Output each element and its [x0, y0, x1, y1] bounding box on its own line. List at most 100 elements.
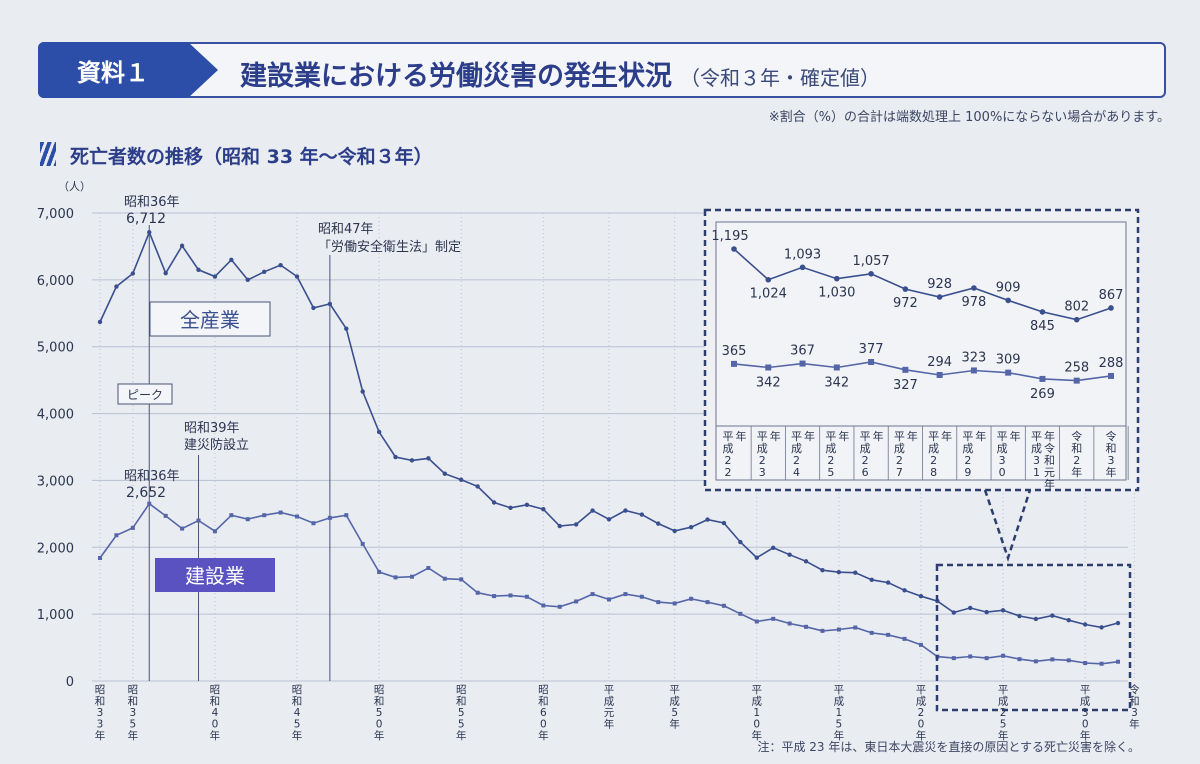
x-tick-text: 平成 1 0 年: [752, 684, 763, 742]
inset-const-point: [765, 364, 772, 371]
page-title: 建設業における労働災害の発生状況 （令和３年・確定値）: [240, 54, 880, 93]
annotation-1964-year: 昭和39年: [184, 421, 240, 436]
inset-x-label: 平成 2 7年: [894, 429, 918, 479]
series-construction-point: [212, 529, 217, 534]
x-tick-label: 平成 3 0 年: [1080, 684, 1091, 742]
chart-series: [97, 230, 1121, 666]
series-all-industries-point: [853, 570, 858, 575]
inset-all-point: [868, 271, 874, 277]
series-all-industries-point: [721, 520, 727, 526]
annotation-peak-const-value: 2,652: [126, 485, 166, 501]
inset-x-label: 令和 3 年: [1106, 429, 1117, 479]
x-tick-text: 昭和 3 3 年: [95, 684, 106, 742]
inset-x-label: 平成 2 8年: [928, 429, 952, 479]
series-all-industries-point: [1033, 616, 1039, 622]
inset-const-point: [936, 372, 943, 378]
series-construction-point: [590, 592, 595, 597]
series-all-industries-point: [426, 456, 431, 461]
inset-const-value-label: 342: [756, 375, 781, 390]
series-all-industries-point: [409, 458, 415, 463]
series-construction-point: [639, 594, 644, 599]
annotation-peak-all-value: 6,712: [126, 211, 166, 227]
x-tick-label: 昭和 6 0 年: [538, 684, 549, 742]
series-construction-point: [853, 625, 858, 630]
series-construction-point: [147, 501, 152, 506]
inset-const-point: [799, 360, 806, 367]
series-all-industries-point: [114, 284, 119, 289]
badge-arrow: [188, 42, 218, 98]
series-all-industries-point: [738, 539, 743, 545]
inset-const-value-label: 327: [893, 378, 918, 393]
series-construction-point: [130, 525, 135, 530]
series-construction-point: [771, 616, 776, 621]
inset-x-label: 平成 3 1年令和元年: [1031, 429, 1055, 491]
section-marker-icon: [40, 142, 56, 166]
series-construction-point: [1001, 653, 1006, 658]
series-label-all-box: [149, 301, 271, 337]
series-all-industries-point: [294, 274, 300, 279]
inset-const-value-label: 258: [1064, 361, 1089, 376]
series-all-industries-point: [885, 580, 891, 585]
series-construction-point: [886, 632, 891, 637]
annotation-1964-event: 建災防設立: [184, 437, 249, 453]
series-all-industries-point: [573, 522, 579, 527]
page-title-text: 建設業における労働災害の発生状況: [240, 61, 672, 92]
series-all-industries-point: [1017, 613, 1022, 619]
series-all-industries-point: [179, 243, 185, 248]
inset-series-all-line: [733, 248, 1112, 321]
series-construction-point: [475, 590, 480, 595]
inset-const-point: [1005, 369, 1012, 376]
x-tick-text: 昭和 4 5 年: [292, 684, 303, 742]
series-all-industries-point: [327, 301, 333, 307]
series-all-industries-point: [393, 454, 398, 460]
chart-annotations: 昭和36年6,712昭和36年2,652ピーク昭和39年建災防設立昭和47年「労…: [117, 195, 461, 681]
series-construction-point: [902, 636, 907, 641]
x-tick-label: 昭和 5 5 年: [456, 684, 467, 742]
series-construction-point: [804, 624, 809, 629]
series-construction-point: [1066, 658, 1071, 663]
series-all-industries-point: [130, 271, 136, 276]
inset-all-value-label: 1,093: [784, 247, 821, 262]
zoom-region-box: [935, 563, 1132, 712]
y-unit-label: （人）: [58, 180, 91, 193]
inset-x-label: 平成 2 5年: [825, 429, 849, 479]
y-axis: 0 1,000 2,000 3,000 4,000 5,000 6,000 7,000 （人）: [37, 180, 91, 690]
series-all-industries-point: [656, 521, 661, 526]
x-tick-text: 平成 2 0 年: [916, 684, 927, 742]
x-tick-text: 平成 2 5 年: [998, 684, 1009, 742]
peak-label-box: [117, 383, 173, 405]
series-all-industries-point: [344, 326, 349, 331]
x-tick-text: 昭和 3 5 年: [128, 684, 139, 742]
series-construction-point: [278, 510, 283, 515]
inset-all-point: [971, 285, 977, 291]
series-all-industries-point: [376, 429, 382, 435]
series-construction-point: [754, 619, 759, 624]
inset-x-label: 令和 2 年: [1071, 429, 1082, 479]
series-all-industries-point: [869, 577, 874, 582]
x-tick-label: 平成 1 5 年: [834, 684, 845, 742]
series-construction-point: [541, 603, 546, 608]
series-all-industries-point: [1115, 620, 1121, 626]
annotation-peak-label: ピーク: [127, 388, 163, 402]
series-construction-point: [295, 514, 300, 519]
inset-const-point: [1039, 375, 1046, 382]
series-construction-point: [180, 526, 185, 531]
inset-x-label: 平成 2 6年: [860, 429, 884, 479]
inset-panel: 1,195 1,024 1,093 1,030 1,057 972 928 978 909 845…: [703, 208, 1140, 712]
series-construction-point: [311, 521, 316, 526]
x-tick-label: 平成 2 5 年: [998, 684, 1009, 742]
rounding-note: ※割合（%）の合計は端数処理上 100%にならない場合があります。: [768, 110, 1170, 125]
inset-all-value-label: 978: [961, 295, 986, 310]
section-header: 死亡者数の推移（昭和 33 年～令和３年）: [40, 138, 540, 170]
series-construction-point: [623, 592, 628, 597]
series-construction-point: [1083, 661, 1088, 666]
inset-const-value-label: 269: [1030, 387, 1055, 402]
series-construction-point: [508, 593, 513, 598]
series-construction-point: [1116, 659, 1120, 664]
series-construction-point: [1017, 657, 1022, 662]
series-all-industries-point: [672, 528, 677, 534]
series-all-industries-point: [508, 505, 513, 511]
inset-const-point: [1073, 377, 1080, 384]
x-tick-text: 平成元年: [604, 684, 615, 731]
series-construction-point: [820, 628, 825, 633]
